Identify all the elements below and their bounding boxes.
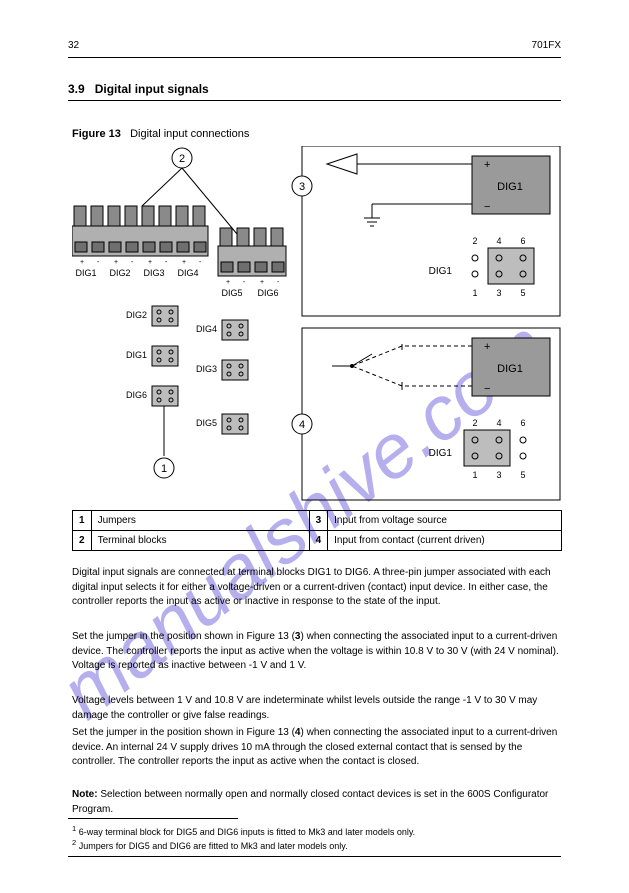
svg-text:-: -	[97, 259, 100, 266]
svg-text:DIG4: DIG4	[177, 268, 198, 278]
jumper-top-label: DIG1	[429, 266, 453, 277]
legend-row: 1 Jumpers 3 Input from voltage source	[73, 511, 562, 531]
paragraph-2: Set the jumper in the position shown in …	[72, 630, 561, 674]
svg-text:-: -	[131, 259, 134, 266]
source-symbol-top	[327, 154, 357, 174]
svg-text:-: -	[199, 259, 202, 266]
callout-4: 4	[299, 419, 305, 431]
jumper-array: DIG2 DIG1 DIG6 DIG4	[126, 306, 248, 434]
panel-top-content: + − DIG1 DIG1	[327, 154, 550, 298]
svg-text:DIG1: DIG1	[75, 268, 96, 278]
svg-text:6: 6	[520, 236, 525, 246]
svg-text:-: -	[243, 279, 246, 286]
svg-text:DIG6: DIG6	[257, 288, 278, 298]
svg-text:DIG3: DIG3	[196, 364, 217, 374]
jumper-bottom: DIG1 2 4 6 1 3 5	[429, 418, 526, 480]
svg-text:+: +	[260, 279, 264, 286]
svg-text:-: -	[165, 259, 168, 266]
svg-text:6: 6	[520, 418, 525, 428]
footnote-rule	[68, 818, 238, 819]
plus-bottom: +	[484, 341, 490, 353]
figure-number: 13	[109, 128, 121, 140]
figure-title: Digital input connections	[130, 128, 249, 140]
jumper-top: DIG1 2 4 6 1	[429, 236, 534, 298]
svg-text:4: 4	[496, 418, 501, 428]
svg-text:+: +	[226, 279, 230, 286]
svg-text:DIG3: DIG3	[143, 268, 164, 278]
svg-text:DIG4: DIG4	[196, 324, 217, 334]
callout-2: 2	[179, 153, 185, 165]
dig1-box-label-top: DIG1	[497, 181, 523, 193]
svg-text:+: +	[182, 259, 186, 266]
minus-top: −	[484, 201, 490, 213]
terminal-block-5-6: + - + - DIG5 DIG6	[218, 228, 286, 298]
svg-text:DIG2: DIG2	[126, 310, 147, 320]
paragraph-1: Digital input signals are connected at t…	[72, 566, 561, 610]
section-number: 3.9	[68, 82, 85, 96]
paragraph-3: Voltage levels between 1 V and 10.8 V ar…	[72, 694, 561, 723]
note: Note: Selection between normally open an…	[72, 788, 561, 817]
svg-text:DIG2: DIG2	[109, 268, 130, 278]
legend-key: 2	[73, 531, 92, 551]
svg-text:3: 3	[496, 470, 501, 480]
legend-val: Input from voltage source	[328, 511, 562, 531]
legend-val: Input from contact (current driven)	[328, 531, 562, 551]
callout-1: 1	[161, 463, 167, 475]
page-number: 32	[68, 40, 79, 51]
legend-row: 2 Terminal blocks 4 Input from contact (…	[73, 531, 562, 551]
model-label: 701FX	[532, 40, 561, 51]
heading-rule	[68, 100, 561, 101]
legend-val: Terminal blocks	[91, 531, 309, 551]
figure-caption: Figure 13 Digital input connections	[72, 128, 249, 140]
legend-key: 4	[309, 531, 328, 551]
terminal-block-1-4: + - + - + - + - DIG1 DIG2 DIG3 DIG4	[72, 206, 208, 278]
svg-text:4: 4	[496, 236, 501, 246]
footer-rule	[68, 856, 561, 857]
svg-text:3: 3	[496, 288, 501, 298]
svg-text:DIG1: DIG1	[126, 350, 147, 360]
section-title: Digital input signals	[95, 82, 209, 96]
svg-text:DIG5: DIG5	[221, 288, 242, 298]
svg-text:DIG5: DIG5	[196, 418, 217, 428]
svg-text:+: +	[148, 259, 152, 266]
svg-text:5: 5	[520, 288, 525, 298]
header-rule	[68, 57, 561, 58]
svg-text:2: 2	[472, 236, 477, 246]
legend-val: Jumpers	[91, 511, 309, 531]
legend-key: 1	[73, 511, 92, 531]
svg-text:5: 5	[520, 470, 525, 480]
svg-text:+: +	[114, 259, 118, 266]
footnote-1: 1 6-way terminal block for DIG5 and DIG6…	[72, 824, 561, 839]
plus-top: +	[484, 159, 490, 171]
minus-bottom: −	[484, 383, 490, 395]
footnote-2: 2 Jumpers for DIG5 and DIG6 are fitted t…	[72, 838, 561, 853]
svg-text:2: 2	[472, 418, 477, 428]
svg-text:DIG6: DIG6	[126, 390, 147, 400]
callout-3: 3	[299, 181, 305, 193]
panel-bottom-content: + − DIG1 DIG1	[332, 338, 550, 480]
svg-text:-: -	[277, 279, 280, 286]
paragraph-4: Set the jumper in the position shown in …	[72, 726, 561, 770]
dig1-box-label-bottom: DIG1	[497, 363, 523, 375]
svg-text:1: 1	[472, 470, 477, 480]
section-heading: 3.9 Digital input signals	[68, 82, 209, 96]
diagram: 3 4 + − DIG1	[72, 146, 562, 504]
svg-text:1: 1	[472, 288, 477, 298]
legend-key: 3	[309, 511, 328, 531]
svg-text:+: +	[80, 259, 84, 266]
jumper-bottom-label: DIG1	[429, 448, 453, 459]
legend-table: 1 Jumpers 3 Input from voltage source 2 …	[72, 510, 562, 551]
